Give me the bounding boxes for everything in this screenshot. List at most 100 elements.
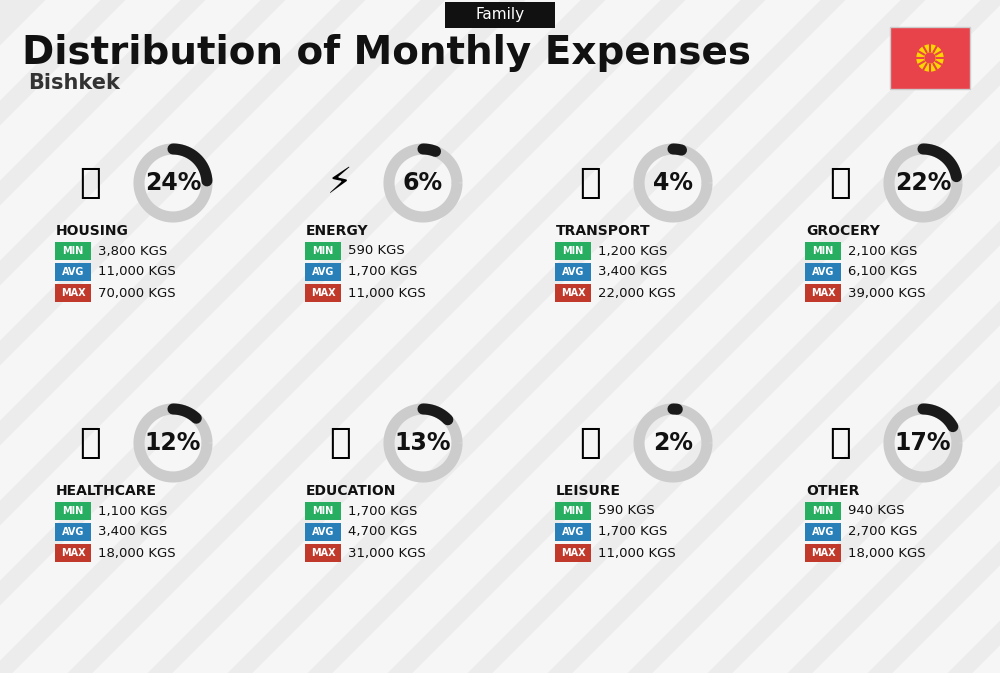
Text: 2,700 KGS: 2,700 KGS [848, 526, 917, 538]
Text: Family: Family [475, 7, 525, 22]
FancyBboxPatch shape [55, 284, 91, 302]
Circle shape [925, 53, 935, 63]
Text: 1,700 KGS: 1,700 KGS [598, 526, 667, 538]
FancyBboxPatch shape [555, 523, 591, 541]
Text: 🚌: 🚌 [579, 166, 601, 200]
Text: MIN: MIN [312, 246, 334, 256]
Text: AVG: AVG [312, 267, 334, 277]
FancyBboxPatch shape [805, 523, 841, 541]
FancyBboxPatch shape [55, 242, 91, 260]
FancyBboxPatch shape [555, 502, 591, 520]
Text: ENERGY: ENERGY [306, 224, 369, 238]
FancyBboxPatch shape [805, 502, 841, 520]
Text: 31,000 KGS: 31,000 KGS [348, 546, 426, 559]
FancyBboxPatch shape [305, 523, 341, 541]
Text: Bishkek: Bishkek [28, 73, 120, 93]
FancyBboxPatch shape [555, 544, 591, 562]
Text: MIN: MIN [812, 246, 834, 256]
FancyBboxPatch shape [55, 263, 91, 281]
FancyBboxPatch shape [305, 502, 341, 520]
Text: 🎓: 🎓 [329, 426, 351, 460]
Text: HEALTHCARE: HEALTHCARE [56, 484, 157, 498]
Circle shape [917, 45, 943, 71]
Text: MIN: MIN [312, 506, 334, 516]
Text: MAX: MAX [561, 288, 585, 298]
Text: MAX: MAX [561, 548, 585, 558]
Text: 13%: 13% [395, 431, 451, 455]
Text: TRANSPORT: TRANSPORT [556, 224, 651, 238]
Text: 11,000 KGS: 11,000 KGS [98, 266, 176, 279]
FancyBboxPatch shape [55, 502, 91, 520]
FancyBboxPatch shape [805, 544, 841, 562]
Text: MAX: MAX [61, 288, 85, 298]
Text: 70,000 KGS: 70,000 KGS [98, 287, 176, 299]
FancyBboxPatch shape [890, 27, 970, 89]
Text: 1,700 KGS: 1,700 KGS [348, 266, 417, 279]
Text: 11,000 KGS: 11,000 KGS [348, 287, 426, 299]
Text: MAX: MAX [61, 548, 85, 558]
Text: 590 KGS: 590 KGS [598, 505, 655, 518]
Text: AVG: AVG [812, 527, 834, 537]
Text: 6%: 6% [403, 171, 443, 195]
Text: 1,700 KGS: 1,700 KGS [348, 505, 417, 518]
Text: 3,400 KGS: 3,400 KGS [598, 266, 667, 279]
Text: 39,000 KGS: 39,000 KGS [848, 287, 926, 299]
Text: 🛒: 🛒 [829, 166, 851, 200]
Text: EDUCATION: EDUCATION [306, 484, 396, 498]
Text: MAX: MAX [311, 288, 335, 298]
FancyBboxPatch shape [555, 284, 591, 302]
Text: 🏥: 🏥 [79, 426, 101, 460]
FancyBboxPatch shape [305, 544, 341, 562]
Text: AVG: AVG [562, 267, 584, 277]
FancyBboxPatch shape [805, 242, 841, 260]
Text: 3,800 KGS: 3,800 KGS [98, 244, 167, 258]
Text: HOUSING: HOUSING [56, 224, 129, 238]
Text: 4,700 KGS: 4,700 KGS [348, 526, 417, 538]
Text: 22,000 KGS: 22,000 KGS [598, 287, 676, 299]
FancyBboxPatch shape [445, 2, 555, 28]
Text: MAX: MAX [311, 548, 335, 558]
Text: LEISURE: LEISURE [556, 484, 621, 498]
Text: 🛍: 🛍 [579, 426, 601, 460]
FancyBboxPatch shape [55, 544, 91, 562]
Text: 17%: 17% [895, 431, 951, 455]
Text: 590 KGS: 590 KGS [348, 244, 405, 258]
Text: 18,000 KGS: 18,000 KGS [98, 546, 176, 559]
Text: MIN: MIN [62, 246, 84, 256]
Text: 🏢: 🏢 [79, 166, 101, 200]
Text: 2%: 2% [653, 431, 693, 455]
Text: MIN: MIN [62, 506, 84, 516]
FancyBboxPatch shape [805, 284, 841, 302]
Text: 💼: 💼 [829, 426, 851, 460]
FancyBboxPatch shape [305, 284, 341, 302]
Text: MIN: MIN [562, 506, 584, 516]
Text: 11,000 KGS: 11,000 KGS [598, 546, 676, 559]
FancyBboxPatch shape [805, 263, 841, 281]
Text: GROCERY: GROCERY [806, 224, 880, 238]
Text: 1,200 KGS: 1,200 KGS [598, 244, 667, 258]
Text: MAX: MAX [811, 288, 835, 298]
Text: ⚡: ⚡ [327, 166, 353, 200]
Text: MIN: MIN [562, 246, 584, 256]
FancyBboxPatch shape [305, 263, 341, 281]
Text: 940 KGS: 940 KGS [848, 505, 905, 518]
Text: 1,100 KGS: 1,100 KGS [98, 505, 167, 518]
Text: 4%: 4% [653, 171, 693, 195]
Text: 6,100 KGS: 6,100 KGS [848, 266, 917, 279]
Text: AVG: AVG [812, 267, 834, 277]
Text: 22%: 22% [895, 171, 951, 195]
Text: 18,000 KGS: 18,000 KGS [848, 546, 926, 559]
FancyBboxPatch shape [55, 523, 91, 541]
Text: MIN: MIN [812, 506, 834, 516]
Text: MAX: MAX [811, 548, 835, 558]
Text: Distribution of Monthly Expenses: Distribution of Monthly Expenses [22, 34, 751, 72]
Text: OTHER: OTHER [806, 484, 859, 498]
FancyBboxPatch shape [305, 242, 341, 260]
Text: AVG: AVG [312, 527, 334, 537]
Text: 12%: 12% [145, 431, 201, 455]
Text: 3,400 KGS: 3,400 KGS [98, 526, 167, 538]
Text: AVG: AVG [62, 267, 84, 277]
Text: AVG: AVG [562, 527, 584, 537]
FancyBboxPatch shape [555, 263, 591, 281]
Text: 24%: 24% [145, 171, 201, 195]
